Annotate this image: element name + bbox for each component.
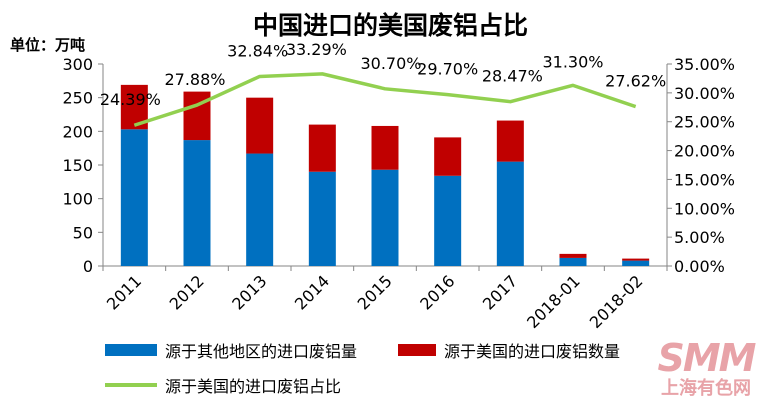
bar-other-regions	[622, 260, 650, 266]
y-left-tick-label: 300	[62, 55, 93, 74]
y-left-tick-label: 150	[62, 156, 93, 175]
y-right-tick-label: 5.00%	[674, 228, 725, 247]
bar-other-regions	[246, 153, 274, 266]
x-tick-label: 2012	[166, 271, 208, 313]
y-right-tick-label: 30.00%	[674, 84, 735, 103]
line-data-label: 32.84%	[227, 41, 288, 60]
x-tick-label: 2018-01	[523, 271, 584, 332]
legend-label-us-share: 源于美国的进口废铝占比	[165, 377, 342, 396]
bar-us	[371, 125, 399, 170]
legend-swatch-us-share	[105, 383, 157, 387]
y-right-tick-label: 25.00%	[674, 113, 735, 132]
legend-label-other-regions: 源于其他地区的进口废铝量	[165, 342, 358, 361]
x-tick-label: 2011	[103, 271, 145, 313]
line-data-label: 28.47%	[482, 67, 543, 86]
y-left-tick-label: 100	[62, 190, 93, 209]
bar-us	[622, 258, 650, 261]
x-tick-label: 2015	[354, 271, 396, 313]
bar-other-regions	[183, 140, 211, 266]
bar-other-regions	[371, 169, 399, 266]
x-tick-label: 2013	[228, 271, 270, 313]
bar-other-regions	[434, 175, 462, 266]
bar-other-regions	[308, 171, 336, 266]
legend-item-us: 源于美国的进口废铝数量	[398, 338, 620, 362]
y-left-tick-label: 200	[62, 122, 93, 141]
y-right-tick-label: 35.00%	[674, 55, 735, 74]
bar-other-regions	[496, 161, 524, 266]
y-right-tick-label: 20.00%	[674, 142, 735, 161]
x-tick-label: 2018-02	[586, 271, 647, 332]
x-tick-label: 2014	[291, 271, 333, 313]
smm-watermark-logo: SMM 上海有色网	[647, 338, 765, 400]
y-left-tick-label: 250	[62, 89, 93, 108]
line-data-label: 27.88%	[164, 70, 225, 89]
y-left-tick-label: 50	[73, 223, 93, 242]
y-right-tick-label: 0.00%	[674, 257, 725, 276]
line-data-label: 27.62%	[605, 72, 666, 91]
legend-item-other-regions: 源于其他地区的进口废铝量	[105, 338, 357, 362]
y-right-tick-label: 15.00%	[674, 170, 735, 189]
bar-us	[308, 124, 336, 172]
legend-item-us-share: 源于美国的进口废铝占比	[105, 373, 341, 397]
line-data-label: 31.30%	[542, 52, 603, 71]
bar-other-regions	[120, 129, 148, 266]
line-data-label: 33.29%	[286, 40, 347, 59]
legend-swatch-other-regions	[105, 344, 157, 356]
bar-us	[246, 97, 274, 154]
bar-other-regions	[559, 257, 587, 266]
unit-label: 单位：万吨	[10, 36, 86, 54]
chart-title: 中国进口的美国废铝占比	[252, 11, 528, 40]
legend-swatch-us	[398, 344, 436, 356]
bar-us	[434, 137, 462, 176]
bar-us	[559, 253, 587, 258]
smm-watermark-small: 上海有色网	[661, 378, 751, 399]
smm-watermark-big: SMM	[657, 336, 757, 380]
legend-label-us: 源于美国的进口废铝数量	[444, 342, 621, 361]
bar-us	[496, 120, 524, 162]
line-data-label: 29.70%	[417, 60, 478, 79]
line-us-share	[133, 72, 637, 127]
x-tick-label: 2016	[416, 271, 458, 313]
x-tick-label: 2017	[479, 271, 521, 313]
y-right-tick-label: 10.00%	[674, 199, 735, 218]
y-left-tick-label: 0	[83, 257, 93, 276]
line-data-label: 24.39%	[100, 90, 161, 109]
line-data-label: 30.70%	[360, 54, 421, 73]
